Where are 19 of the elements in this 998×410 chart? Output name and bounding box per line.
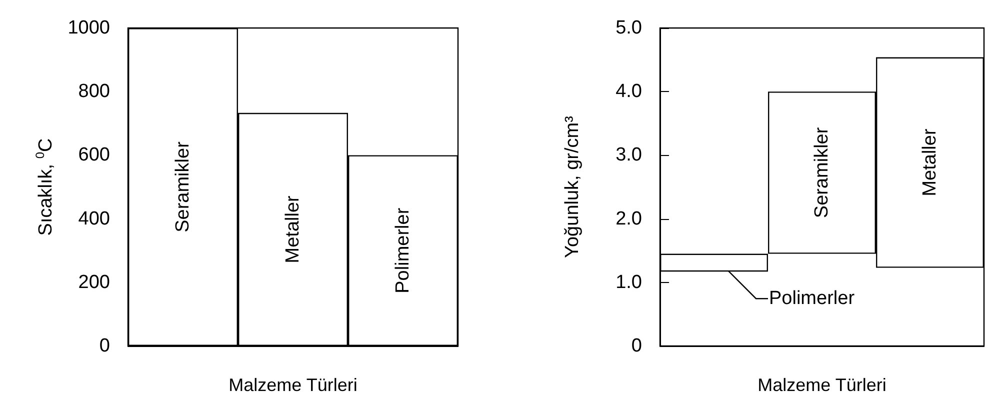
x-tick-label: Metaller [282,194,304,264]
y-tick-label: 800 [78,81,110,102]
y-tick-label: 1000 [68,18,110,38]
y-tick-label: 4.0 [616,81,642,102]
y-tick-label: 1.0 [616,272,642,293]
category-label: Metaller [920,128,940,196]
y-tick-label: 200 [78,272,110,293]
y-tick-label: 600 [78,144,110,166]
y-axis-title: Sıcaklık, 0C [33,138,56,236]
y-tick-label: 400 [78,208,110,230]
y-tick-label: 0 [631,336,642,356]
y-tick-label: 5.0 [616,18,642,38]
y-tick-label: 0 [99,336,110,356]
category-label: Polimerler [769,288,855,310]
x-axis-title: Malzeme Türleri [228,375,358,395]
y-axis-title: Yoğunluk, gr/cm³ [562,116,583,258]
x-axis-title: Malzeme Türleri [758,375,886,395]
y-tick-label: 2.0 [616,208,642,230]
y-tick-label: 3.0 [616,144,642,166]
